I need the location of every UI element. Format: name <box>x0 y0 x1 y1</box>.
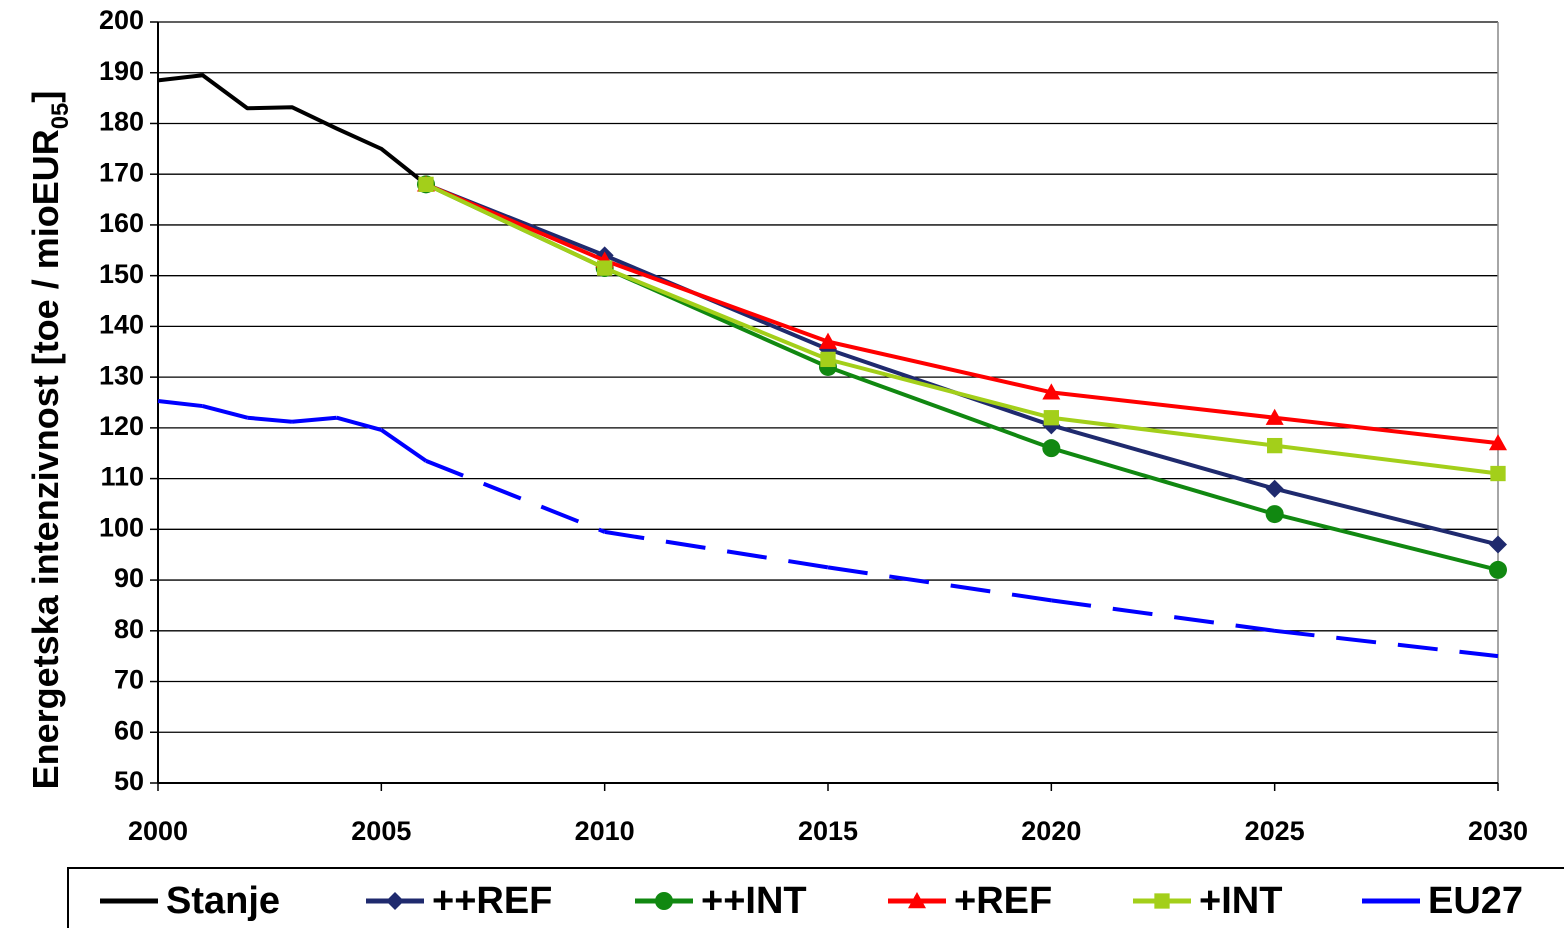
marker <box>1267 437 1283 454</box>
y-label-sub: 05 <box>47 103 74 130</box>
marker <box>1265 505 1284 524</box>
y-tick-label: 100 <box>99 512 144 542</box>
line-segment <box>157 398 203 409</box>
x-tick-label: 2030 <box>1468 816 1528 846</box>
line <box>425 182 1499 446</box>
marker <box>1489 560 1507 579</box>
marker <box>1489 434 1507 451</box>
marker <box>655 892 673 910</box>
legend-label: +REF <box>954 880 1052 922</box>
legend-label: ++INT <box>701 880 807 922</box>
legend-label: +INT <box>1199 880 1282 922</box>
y-tick-label: 140 <box>99 310 144 340</box>
marker <box>819 332 837 349</box>
marker <box>908 892 926 909</box>
y-tick-label: 90 <box>114 563 144 593</box>
line-segment <box>1274 628 1499 659</box>
x-tick-label: 2005 <box>351 816 411 846</box>
line-segment <box>1051 598 1275 633</box>
y-tick-label: 70 <box>114 665 144 695</box>
legend-label: Stanje <box>166 880 280 922</box>
marker <box>820 351 836 368</box>
marker <box>1154 893 1170 909</box>
y-tick-label: 160 <box>99 208 144 238</box>
y-tick-label: 60 <box>114 715 144 745</box>
x-tick-label: 2010 <box>575 816 635 846</box>
y-tick-label: 150 <box>99 259 144 289</box>
marker <box>1490 465 1506 482</box>
y-label-text: Energetska intenzivnost [toe / mioEUR <box>25 129 66 789</box>
y-label-end: ] <box>25 91 66 103</box>
y-axis-label: Energetska intenzivnost [toe / mioEUR05] <box>25 91 74 790</box>
y-tick-label: 170 <box>99 157 144 187</box>
marker <box>1265 408 1284 425</box>
y-tick-label: 50 <box>114 766 144 796</box>
marker <box>1265 479 1284 498</box>
line-segment <box>380 428 428 463</box>
marker <box>597 260 613 276</box>
marker <box>1489 535 1507 554</box>
legend-box <box>67 867 1564 928</box>
line <box>425 182 1499 547</box>
marker <box>1042 383 1061 400</box>
line-segment <box>425 458 606 534</box>
y-tick-label: 180 <box>99 107 144 137</box>
marker <box>1043 410 1059 426</box>
line-segment <box>291 415 337 424</box>
y-tick-label: 120 <box>99 411 144 441</box>
y-tick-label: 130 <box>99 360 144 390</box>
line-segment <box>202 404 248 420</box>
line-segment <box>827 565 1052 603</box>
x-tick-label: 2015 <box>798 816 858 846</box>
legend-label: EU27 <box>1428 880 1523 922</box>
line-segment <box>247 415 293 424</box>
y-tick-label: 80 <box>114 614 144 644</box>
line-segment <box>336 415 382 432</box>
line-segment <box>604 529 829 570</box>
x-tick-label: 2025 <box>1245 816 1305 846</box>
marker <box>386 892 404 910</box>
line <box>425 182 1499 476</box>
line <box>157 73 428 186</box>
y-tick-label: 190 <box>99 56 144 86</box>
y-tick-label: 200 <box>99 5 144 35</box>
x-tick-label: 2000 <box>128 816 188 846</box>
marker <box>418 176 434 192</box>
y-tick-label: 110 <box>100 462 144 492</box>
marker <box>1042 439 1061 458</box>
legend-label: ++REF <box>432 880 552 922</box>
x-tick-label: 2020 <box>1021 816 1081 846</box>
